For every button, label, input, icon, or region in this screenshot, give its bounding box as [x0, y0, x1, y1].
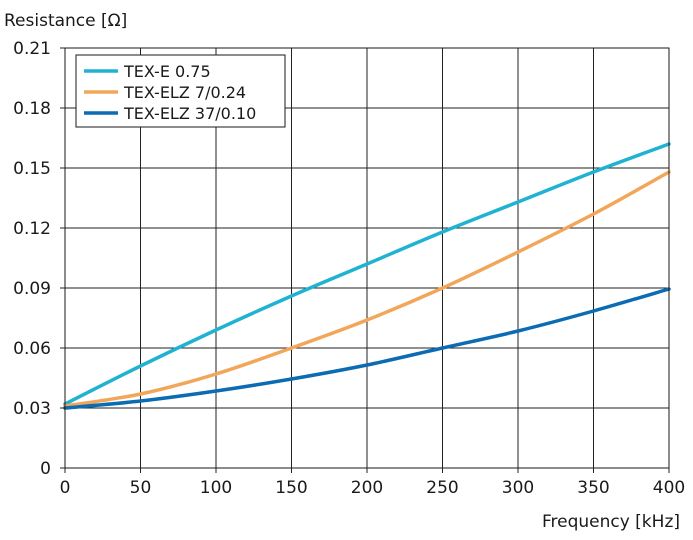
legend-label: TEX-ELZ 37/0.10 — [123, 104, 256, 123]
y-tick-label: 0.18 — [13, 99, 51, 119]
y-tick-label: 0 — [40, 459, 51, 479]
x-tick-label: 300 — [502, 478, 534, 498]
x-tick-label: 50 — [130, 478, 152, 498]
series-line-3 — [63, 287, 671, 410]
x-tick-label: 350 — [577, 478, 609, 498]
y-tick-label: 0.12 — [13, 219, 51, 239]
series-lines — [63, 142, 671, 410]
x-tick-label: 200 — [351, 478, 383, 498]
legend: TEX-E 0.75 TEX-ELZ 7/0.24 TEX-ELZ 37/0.10 — [75, 54, 286, 128]
x-tick-label: 0 — [60, 478, 71, 498]
x-axis-title: Frequency [kHz] — [542, 512, 680, 532]
series-line-1 — [63, 142, 671, 406]
y-tick-label: 0.15 — [13, 159, 51, 179]
y-tick-label: 0.03 — [13, 399, 51, 419]
y-tick-label: 0.06 — [13, 339, 51, 359]
x-tick-label: 250 — [426, 478, 458, 498]
x-tick-label: 150 — [275, 478, 307, 498]
legend-label: TEX-ELZ 7/0.24 — [123, 83, 246, 102]
y-tick-label: 0.09 — [13, 279, 51, 299]
tick-labels: 0 50 100 150 200 250 300 350 400 0 0.03 0.06 0.09 0.1… — [13, 39, 685, 498]
y-tick-label: 0.21 — [13, 39, 51, 59]
y-axis-title: Resistance [Ω] — [4, 11, 127, 31]
series-line-2 — [63, 170, 671, 408]
legend-label: TEX-E 0.75 — [123, 62, 211, 81]
x-tick-label: 400 — [653, 478, 685, 498]
x-tick-label: 100 — [200, 478, 232, 498]
